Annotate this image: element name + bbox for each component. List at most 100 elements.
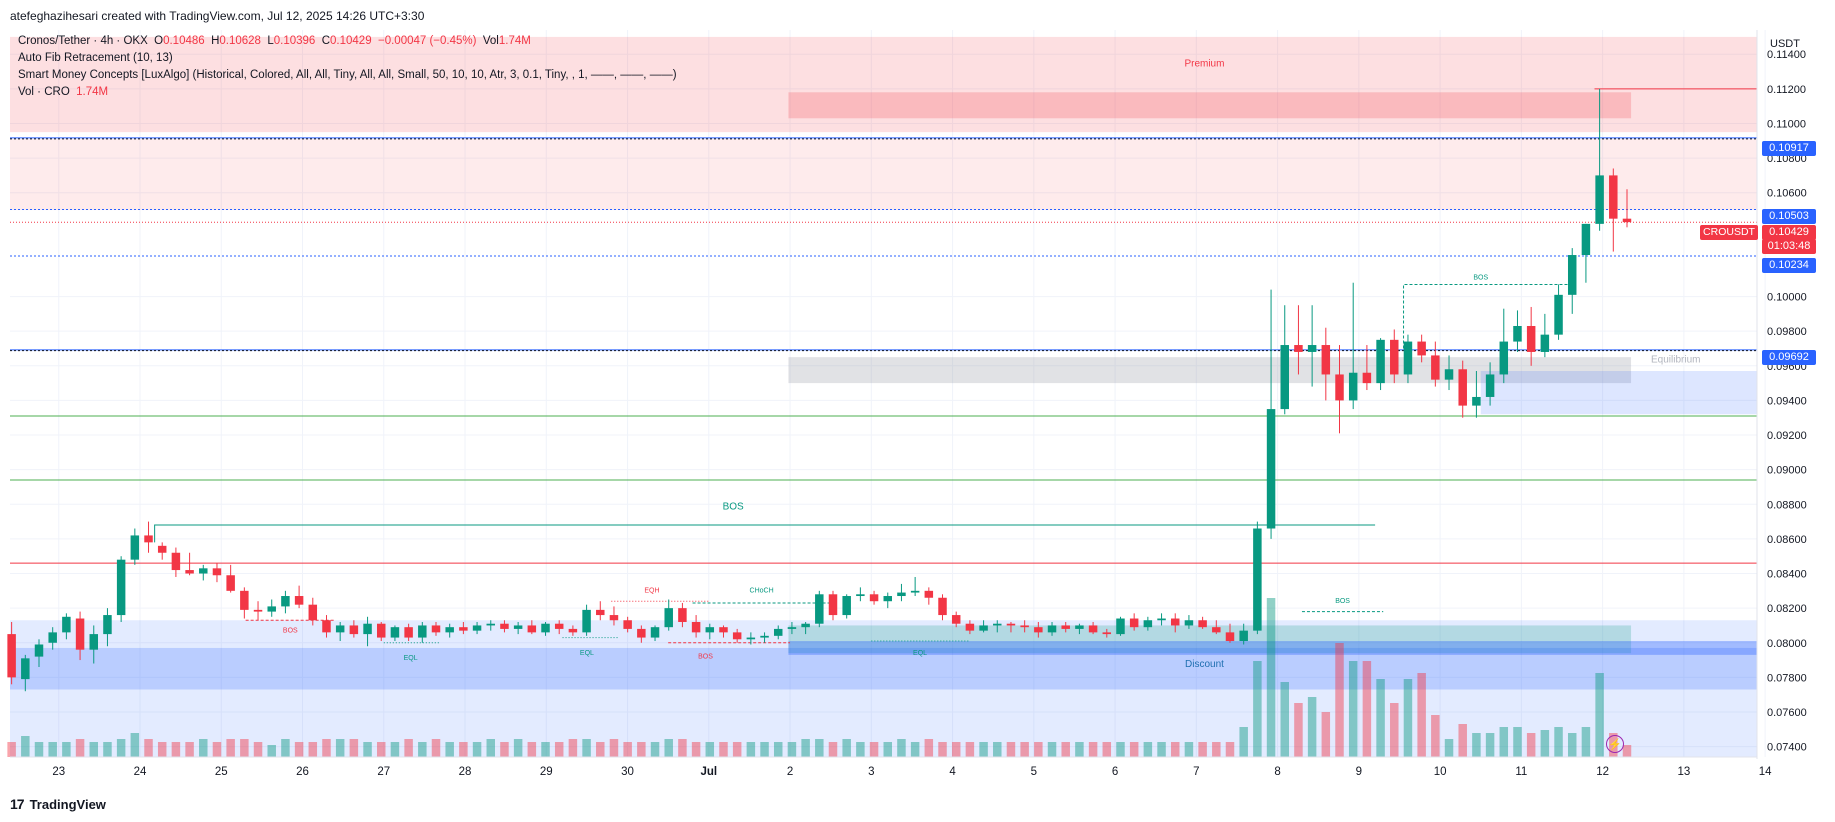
volume-bar	[637, 742, 646, 757]
volume-bar	[62, 742, 71, 757]
legend-fib[interactable]: Auto Fib Retracement (10, 13)	[18, 52, 173, 64]
candle-body	[1088, 625, 1098, 633]
footer-brand[interactable]: 17 TradingView	[10, 796, 106, 812]
volume-bar	[472, 742, 482, 757]
x-tick-label: 28	[459, 766, 472, 778]
candle-body	[253, 609, 263, 612]
x-tick-label: 11	[1515, 766, 1527, 778]
candle-body	[1444, 369, 1454, 380]
x-tick-label: 23	[52, 766, 65, 778]
candle-body	[979, 625, 988, 631]
candle-body	[650, 627, 660, 638]
legend-volume[interactable]: Vol · CRO 1.74M	[18, 86, 108, 98]
volume-bar	[883, 742, 892, 757]
volume-bar	[1362, 661, 1372, 757]
volume-bar	[459, 742, 468, 757]
x-tick-label: 30	[621, 766, 634, 778]
smc-label-eqh: EQH	[644, 588, 659, 595]
candle-body	[897, 592, 906, 597]
volume-bar	[116, 739, 126, 757]
candle-body	[869, 594, 879, 602]
h-label: H	[211, 35, 220, 47]
symbol-tag: CROUSDT	[1700, 225, 1758, 240]
candle-body	[103, 615, 112, 635]
smc-label-bos-a: BOS	[283, 627, 298, 634]
volume-bar	[609, 739, 619, 757]
y-tick-label: 0.10000	[1767, 292, 1807, 304]
candle-body	[144, 535, 153, 543]
candle-body	[801, 623, 810, 628]
volume-bar	[705, 742, 715, 757]
x-tick-label: 5	[1031, 766, 1037, 778]
volume-bar	[1567, 733, 1577, 757]
candle-body	[554, 623, 564, 629]
smc-label-eql-b: EQL	[580, 650, 594, 657]
volume-bar	[1458, 724, 1467, 757]
candle-body	[1294, 345, 1303, 352]
candle-body	[281, 596, 290, 607]
volume-bar	[75, 739, 85, 757]
low-value: 0.10396	[273, 35, 316, 47]
candle-body	[335, 625, 345, 633]
x-tick-label: 29	[540, 766, 553, 778]
candle-body	[157, 545, 167, 553]
candle-body	[1116, 618, 1125, 635]
currency-label: USDT	[1770, 38, 1800, 50]
volume-bar	[500, 742, 509, 757]
y-tick-label: 0.08400	[1767, 569, 1807, 581]
candle-body	[21, 658, 30, 680]
candle-body	[732, 632, 742, 640]
volume-bar	[1485, 733, 1495, 757]
candle-body	[965, 623, 975, 631]
volume-bar	[171, 742, 181, 757]
volume-bar	[34, 742, 44, 757]
volume-bar	[212, 742, 222, 757]
legend-smc[interactable]: Smart Money Concepts [LuxAlgo] (Historic…	[18, 69, 677, 81]
candle-body	[363, 623, 372, 635]
volume-bar	[1034, 742, 1043, 757]
volume-bar	[349, 739, 359, 757]
volume-bar	[130, 733, 140, 757]
candle-body	[1595, 175, 1604, 224]
legend-volume-value: 1.74M	[76, 86, 109, 98]
legend-volume-label: Vol · CRO	[18, 86, 70, 98]
volume-bar	[185, 742, 194, 757]
volume-bar	[1431, 715, 1440, 757]
y-tick-label: 0.11400	[1767, 49, 1806, 61]
volume-bar	[1225, 742, 1235, 757]
smc-zones	[10, 36, 1757, 757]
candle-body	[1253, 528, 1262, 631]
candle-body	[1513, 325, 1522, 342]
y-tick-label: 0.08600	[1767, 534, 1807, 546]
price-tag-fib-1: 0.10917	[1762, 141, 1816, 156]
candle-body	[294, 596, 304, 605]
y-tick-label: 0.08800	[1767, 499, 1807, 511]
volume-bar	[842, 739, 851, 757]
smc-labels: Premium Equilibrium Discount BOS BOS BOS BOS BO…	[283, 58, 1701, 670]
volume-bar	[1061, 742, 1070, 757]
candle-body	[1280, 345, 1289, 410]
change-value: −0.00047 (−0.45%)	[378, 35, 477, 47]
candle-body	[116, 559, 126, 616]
candle-body	[856, 594, 865, 597]
vol-label: Vol	[482, 35, 499, 47]
candle-body	[1417, 341, 1426, 356]
candle-body	[773, 628, 783, 636]
demand-zone-upper	[1480, 370, 1757, 415]
volume-bar	[541, 742, 550, 757]
lightning-icon[interactable]: ⚡	[1606, 735, 1624, 753]
volume-bar	[623, 742, 632, 757]
volume-bar	[979, 742, 988, 757]
legend-symbol[interactable]: Cronos/Tether · 4h · OKX	[18, 35, 148, 47]
candle-body	[1047, 625, 1057, 633]
candle-body	[349, 625, 359, 635]
order-block	[788, 625, 1632, 654]
volume-bar	[815, 739, 824, 757]
candle-body	[1075, 625, 1084, 629]
volume-bar	[993, 742, 1002, 757]
candle-body	[1335, 374, 1344, 401]
candle-body	[664, 608, 673, 628]
y-tick-label: 0.10800	[1767, 153, 1807, 165]
bos-main-line	[154, 524, 1376, 543]
